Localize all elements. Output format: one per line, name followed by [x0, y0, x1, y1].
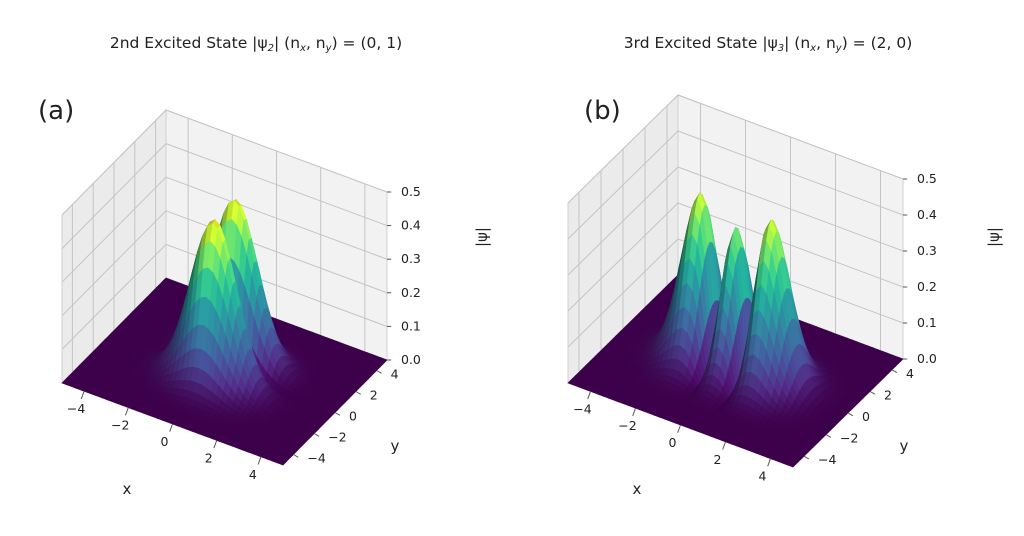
gridline-z: [61, 210, 388, 317]
x-tick-label: 0: [161, 434, 169, 449]
gridline-z: [61, 176, 388, 283]
x-tick-mark: [677, 424, 681, 433]
x-tick-label: 4: [759, 469, 767, 484]
x-tick-mark: [632, 408, 636, 417]
x-tick-mark: [257, 456, 262, 465]
y-tick-label: −4: [307, 451, 325, 466]
z-tick-label: 0.4: [401, 218, 421, 233]
x-tick-mark: [169, 423, 173, 432]
z-tick-label: 0.0: [401, 352, 421, 367]
gridline-z: [567, 238, 904, 348]
x-tick-label: 2: [205, 450, 213, 465]
z-tick-label: 0.2: [917, 279, 937, 294]
panel-label: (a): [38, 96, 75, 126]
surface: [567, 192, 904, 468]
y-tick-mark: [293, 454, 299, 458]
y-tick-mark: [847, 412, 854, 417]
chart-title: 2nd Excited State |ψ2| (nx, ny) = (0, 1): [109, 34, 403, 54]
chart-panel-a: 2nd Excited State |ψ2| (nx, ny) = (0, 1)…: [38, 34, 491, 498]
y-tick-label: 0: [862, 409, 870, 424]
y-tick-mark: [376, 370, 382, 374]
x-tick-label: −2: [618, 418, 636, 433]
x-tick-mark: [722, 441, 726, 450]
y-tick-mark: [334, 412, 341, 416]
y-tick-label: −2: [840, 431, 858, 446]
x-tick-mark: [213, 440, 218, 449]
panel-label: (b): [584, 96, 621, 126]
x-tick-label: 0: [669, 435, 677, 450]
gridline-z: [61, 143, 388, 249]
z-tick-label: 0.5: [917, 171, 937, 186]
y-tick-label: 4: [906, 366, 914, 381]
x-tick-mark: [125, 407, 129, 416]
x-tick-label: −4: [573, 401, 591, 416]
surface: [61, 198, 388, 466]
y-tick-label: 2: [370, 388, 378, 403]
y-tick-mark: [825, 434, 832, 438]
x-tick-label: 4: [249, 467, 257, 482]
gridline-z: [61, 243, 388, 350]
gridline-z: [567, 166, 904, 276]
gridline-z: [567, 94, 904, 204]
z-tick-label: 0.3: [401, 251, 421, 266]
y-tick-label: 0: [349, 409, 357, 424]
y-tick-label: −2: [328, 430, 346, 445]
x-tick-label: −2: [111, 418, 129, 433]
x-tick-mark: [80, 391, 85, 400]
z-tick-label: 0.5: [401, 184, 421, 199]
x-tick-mark: [767, 458, 771, 467]
z-axis-label: |ψ|: [985, 227, 1003, 247]
x-tick-label: −4: [67, 401, 85, 416]
y-tick-mark: [803, 455, 810, 460]
gridline-z: [567, 130, 904, 240]
gridline-z: [61, 109, 388, 216]
y-axis-label: y: [391, 437, 400, 455]
y-tick-mark: [313, 433, 320, 437]
x-axis-label: x: [633, 480, 642, 498]
chart-panel-b: 3rd Excited State |ψ3| (nx, ny) = (2, 0)…: [512, 0, 1024, 536]
x-tick-mark: [587, 391, 591, 400]
y-tick-label: −4: [818, 452, 836, 467]
y-tick-label: 4: [391, 367, 399, 382]
z-tick-label: 0.0: [917, 351, 937, 366]
gridline-z: [567, 202, 904, 312]
z-tick-label: 0.4: [917, 207, 937, 222]
y-tick-label: 2: [884, 387, 892, 402]
z-tick-label: 0.1: [401, 318, 421, 333]
y-axis-label: y: [900, 437, 909, 455]
y-tick-mark: [869, 390, 876, 395]
z-tick-label: 0.3: [917, 243, 937, 258]
chart-title: 3rd Excited State |ψ3| (nx, ny) = (2, 0): [623, 34, 913, 54]
z-tick-label: 0.1: [917, 315, 937, 330]
x-tick-label: 2: [714, 452, 722, 467]
z-tick-label: 0.2: [401, 285, 421, 300]
z-axis-label: |ψ|: [473, 227, 491, 247]
y-tick-mark: [891, 369, 898, 374]
y-tick-mark: [355, 391, 361, 395]
x-axis-label: x: [123, 480, 132, 498]
